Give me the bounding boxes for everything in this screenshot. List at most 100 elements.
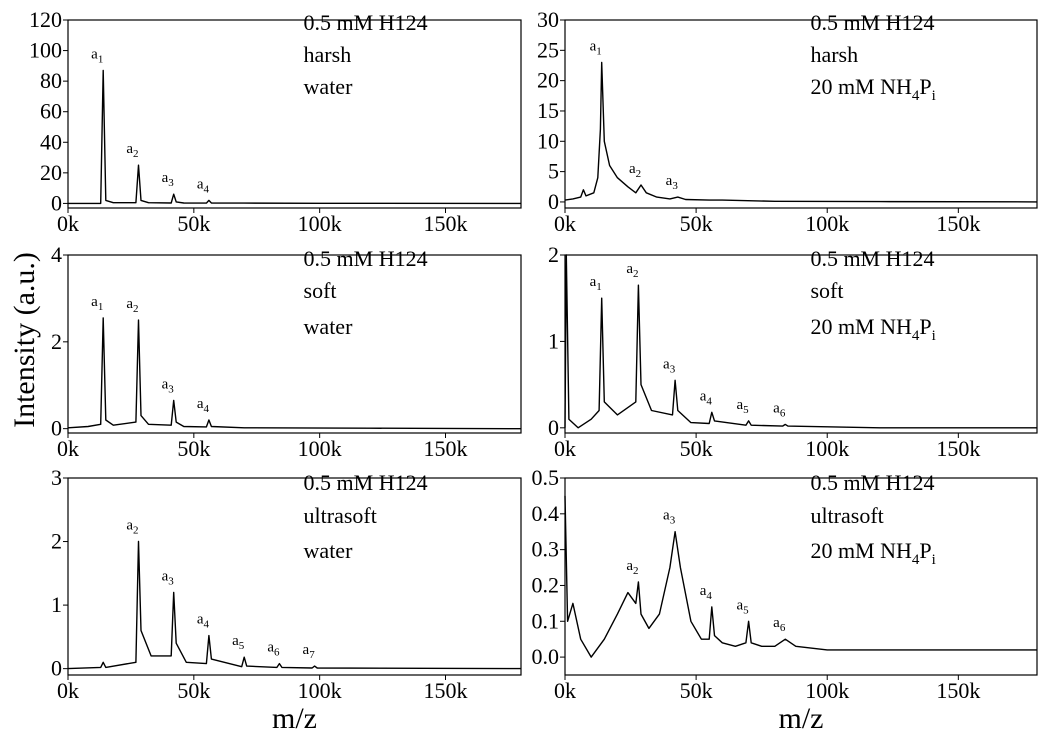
- peak-label-letter: a: [666, 173, 673, 189]
- peak-label-subscript: 3: [168, 383, 174, 395]
- peak-label-subscript: 2: [133, 148, 139, 160]
- peak-label-letter: a: [162, 568, 169, 584]
- plot-frame: [564, 19, 1038, 209]
- peak-label-subscript: 4: [706, 395, 712, 407]
- peak-label-letter: a: [126, 296, 133, 312]
- peak-label-subscript: 3: [168, 177, 174, 189]
- peak-label-subscript: 3: [168, 575, 174, 587]
- y-tick-label: 0: [548, 415, 559, 440]
- condition-line: 0.5 mM H124: [810, 470, 934, 495]
- peak-label-subscript: 2: [633, 268, 639, 280]
- y-tick-label: 60: [40, 99, 62, 124]
- condition-text: 0.5 mM H124: [304, 246, 428, 271]
- condition-line: water: [304, 74, 354, 99]
- peak-label-letter: a: [162, 170, 169, 186]
- peak-label-subscript: 3: [672, 180, 678, 192]
- condition-text: water: [304, 74, 354, 99]
- peak-label-subscript: 5: [743, 604, 749, 616]
- peak-label-letter: a: [232, 633, 239, 649]
- x-tick-label: 50k: [680, 211, 713, 236]
- peak-label-subscript: 2: [133, 525, 139, 537]
- y-tick-label: 0.5: [532, 465, 560, 490]
- spectrum-line: [564, 61, 1038, 203]
- peak-label: a3: [162, 568, 175, 587]
- spectrum-line: [564, 495, 1037, 658]
- peak-label: a3: [162, 376, 175, 395]
- plot-frame: [67, 477, 522, 676]
- y-tick-label: 30: [537, 7, 559, 32]
- condition-line: soft: [304, 278, 337, 303]
- y-tick-label: 3: [51, 465, 62, 490]
- condition-line: water: [304, 538, 354, 563]
- peak-label-subscript: 1: [596, 45, 602, 57]
- peak-label-letter: a: [663, 508, 670, 524]
- peak-label-letter: a: [590, 38, 597, 54]
- x-tick-label: 150k: [424, 678, 468, 703]
- peak-label-letter: a: [626, 558, 633, 574]
- condition-line: 0.5 mM H124: [810, 10, 934, 35]
- peak-label: a3: [666, 173, 679, 192]
- peak-label-subscript: 5: [743, 404, 749, 416]
- condition-subscript: 4: [912, 88, 920, 104]
- condition-text: 20 mM NH: [810, 74, 912, 99]
- peak-label-letter: a: [197, 612, 204, 628]
- y-tick-label: 5: [548, 159, 559, 184]
- condition-text: 0.5 mM H124: [304, 470, 428, 495]
- peak-label: a3: [162, 170, 175, 189]
- y-tick-label: 0.0: [532, 644, 560, 669]
- y-tick-label: 2: [51, 329, 62, 354]
- peak-label-letter: a: [162, 376, 169, 392]
- condition-line: 0.5 mM H124: [810, 246, 934, 271]
- condition-subscript: i: [932, 328, 936, 344]
- peak-label-subscript: 1: [98, 301, 104, 313]
- y-tick-label: 0.2: [532, 572, 560, 597]
- peak-label-letter: a: [197, 176, 204, 192]
- peak-label: a1: [91, 46, 103, 65]
- x-tick-label: 100k: [298, 678, 342, 703]
- peak-label-subscript: 3: [670, 515, 676, 527]
- peak-label-subscript: 4: [204, 403, 210, 415]
- condition-line: soft: [810, 278, 843, 303]
- y-tick-label: 0: [51, 416, 62, 441]
- condition-text: 20 mM NH: [810, 538, 912, 563]
- x-tick-label: 0k: [57, 678, 79, 703]
- peak-label: a2: [626, 261, 638, 280]
- peak-label-subscript: 4: [204, 183, 210, 195]
- peak-label-letter: a: [126, 518, 133, 534]
- peak-label-letter: a: [626, 261, 633, 277]
- peak-label-letter: a: [590, 274, 597, 290]
- peak-label-letter: a: [736, 597, 743, 613]
- y-tick-label: 2: [548, 242, 559, 267]
- peak-label-subscript: 6: [780, 407, 786, 419]
- plot-frame: [67, 254, 522, 434]
- x-tick-label: 50k: [680, 678, 713, 703]
- plot-frame: [67, 19, 522, 209]
- y-tick-label: 0.4: [532, 501, 560, 526]
- y-axis-label: Intensity (a.u.): [8, 252, 41, 428]
- condition-text: harsh: [304, 42, 352, 67]
- peak-label: a2: [126, 518, 138, 537]
- peak-label-letter: a: [736, 397, 743, 413]
- condition-text: ultrasoft: [810, 503, 883, 528]
- peak-label: a1: [91, 294, 103, 313]
- x-tick-label: 150k: [936, 211, 980, 236]
- condition-subscript: 4: [912, 328, 920, 344]
- peak-label: a4: [197, 612, 210, 631]
- y-tick-label: 1: [548, 328, 559, 353]
- peak-label-letter: a: [267, 640, 274, 656]
- y-tick-label: 15: [537, 98, 559, 123]
- x-tick-label: 0k: [554, 678, 576, 703]
- condition-line: harsh: [304, 42, 352, 67]
- peak-label-letter: a: [126, 141, 133, 157]
- x-tick-label: 0k: [57, 211, 79, 236]
- x-tick-label: 100k: [805, 436, 849, 461]
- peak-label: a1: [590, 274, 602, 293]
- peak-label-subscript: 1: [596, 281, 602, 293]
- condition-line: 20 mM NH4Pi: [810, 314, 935, 344]
- y-tick-label: 20: [537, 68, 559, 93]
- x-tick-label: 50k: [177, 678, 210, 703]
- condition-line: ultrasoft: [304, 503, 377, 528]
- condition-text: water: [304, 538, 354, 563]
- peak-label: a6: [267, 640, 280, 659]
